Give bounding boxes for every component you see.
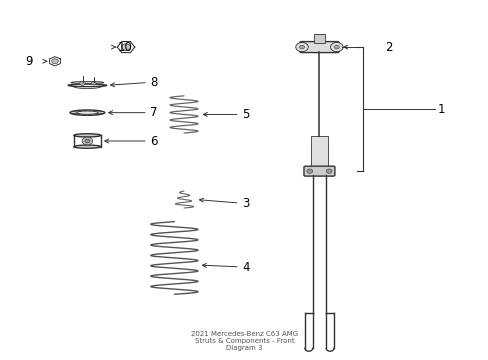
Circle shape <box>330 42 343 52</box>
Text: 5: 5 <box>242 108 249 121</box>
Ellipse shape <box>77 111 98 114</box>
Circle shape <box>299 45 304 49</box>
Bar <box>310 136 327 171</box>
Text: 6: 6 <box>150 135 158 148</box>
Circle shape <box>82 137 93 145</box>
Text: 8: 8 <box>150 76 157 89</box>
Ellipse shape <box>70 110 104 115</box>
Circle shape <box>306 169 312 173</box>
Text: 2021 Mercedes-Benz C63 AMG
Struts & Components - Front
Diagram 3: 2021 Mercedes-Benz C63 AMG Struts & Comp… <box>190 331 298 351</box>
Circle shape <box>122 44 130 50</box>
Circle shape <box>295 42 308 52</box>
Text: 9: 9 <box>25 55 33 68</box>
Text: 3: 3 <box>242 197 249 210</box>
Circle shape <box>325 169 331 173</box>
Text: 2: 2 <box>384 41 391 54</box>
Ellipse shape <box>74 134 101 137</box>
Circle shape <box>85 139 90 143</box>
Text: 1: 1 <box>437 103 445 116</box>
Text: 4: 4 <box>242 261 249 274</box>
FancyBboxPatch shape <box>299 42 338 53</box>
Text: 7: 7 <box>150 106 158 119</box>
Bar <box>313 34 325 43</box>
FancyBboxPatch shape <box>304 166 334 176</box>
Circle shape <box>334 45 339 49</box>
Circle shape <box>52 59 58 64</box>
Circle shape <box>80 81 85 85</box>
Ellipse shape <box>71 81 103 84</box>
Text: 10: 10 <box>118 41 132 54</box>
Ellipse shape <box>74 145 101 148</box>
Circle shape <box>91 81 96 85</box>
